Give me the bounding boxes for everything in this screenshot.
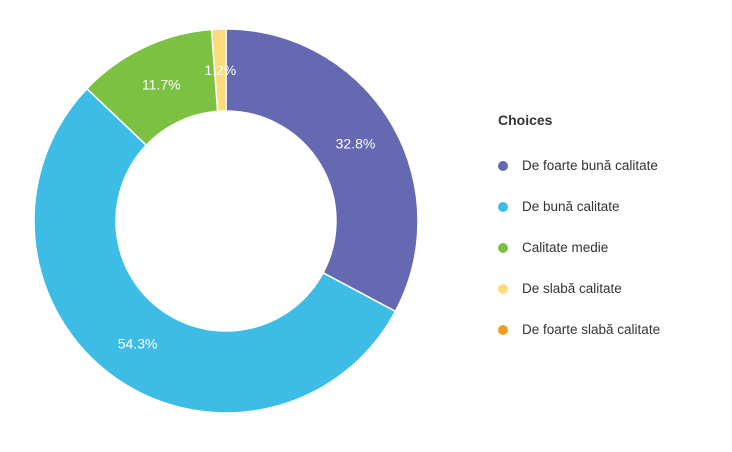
legend: Choices De foarte bună calitate De bună … xyxy=(498,112,660,350)
legend-item-foarte-buna[interactable]: De foarte bună calitate xyxy=(498,145,660,186)
slice-label-0: 32.8% xyxy=(336,135,376,151)
slice-3[interactable] xyxy=(210,28,227,113)
slice-1[interactable] xyxy=(33,87,397,414)
legend-item-medie[interactable]: Calitate medie xyxy=(498,227,660,268)
legend-label: De foarte bună calitate xyxy=(522,158,658,173)
legend-dot xyxy=(498,324,508,335)
slice-label-2: 11.7% xyxy=(142,77,181,93)
legend-item-foarte-slaba[interactable]: De foarte slabă calitate xyxy=(498,309,660,350)
legend-title: Choices xyxy=(498,112,553,128)
legend-dot xyxy=(498,201,508,212)
legend-label: De bună calitate xyxy=(522,199,620,214)
slice-0[interactable] xyxy=(225,28,419,313)
legend-label: De slabă calitate xyxy=(522,281,622,296)
legend-label: De foarte slabă calitate xyxy=(522,322,661,337)
legend-dot xyxy=(498,160,508,171)
legend-item-slaba[interactable]: De slabă calitate xyxy=(498,268,660,309)
legend-dot xyxy=(498,242,508,253)
legend-item-buna[interactable]: De bună calitate xyxy=(498,186,660,227)
legend-dot xyxy=(498,283,508,294)
legend-label: Calitate medie xyxy=(522,240,609,255)
slice-label-3: 1.2% xyxy=(204,62,236,78)
slice-label-1: 54.3% xyxy=(118,335,158,351)
